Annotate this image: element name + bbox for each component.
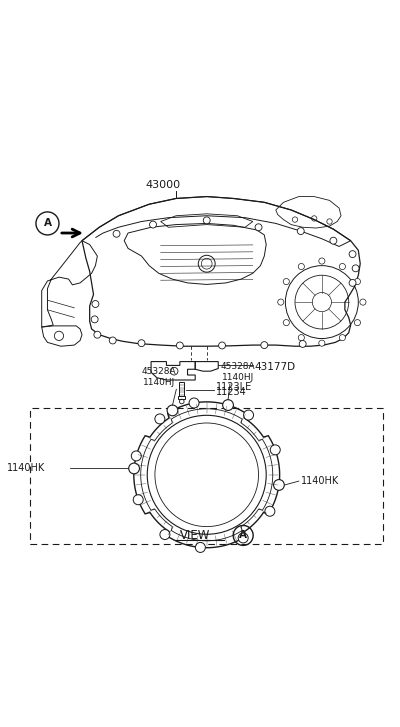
Circle shape (283, 278, 289, 285)
Circle shape (133, 495, 143, 505)
Circle shape (155, 414, 165, 424)
Text: 1123LE: 1123LE (216, 382, 252, 393)
Circle shape (138, 340, 145, 347)
Circle shape (354, 278, 360, 285)
Circle shape (219, 342, 226, 349)
Circle shape (352, 265, 359, 272)
Circle shape (223, 400, 234, 411)
Text: 11234: 11234 (216, 387, 247, 397)
Circle shape (176, 342, 183, 349)
Circle shape (274, 480, 284, 490)
Circle shape (92, 300, 99, 308)
Text: 43000: 43000 (145, 180, 180, 190)
Circle shape (283, 320, 289, 326)
Circle shape (354, 320, 360, 326)
Circle shape (319, 258, 325, 264)
Circle shape (238, 533, 248, 543)
Bar (178, 396, 185, 399)
Circle shape (297, 228, 304, 235)
Circle shape (94, 332, 101, 338)
Circle shape (349, 279, 356, 286)
Circle shape (330, 237, 337, 244)
Circle shape (91, 316, 98, 323)
Circle shape (261, 342, 268, 348)
Circle shape (339, 334, 346, 341)
Circle shape (109, 337, 116, 344)
Circle shape (131, 451, 141, 461)
Circle shape (298, 263, 304, 270)
Text: A: A (44, 218, 52, 228)
Circle shape (255, 224, 262, 230)
Circle shape (195, 542, 205, 553)
Bar (180, 382, 184, 396)
Text: VIEW: VIEW (180, 529, 210, 542)
Circle shape (319, 340, 325, 346)
Circle shape (298, 334, 304, 341)
Circle shape (113, 230, 120, 237)
Circle shape (349, 251, 356, 257)
Circle shape (129, 463, 140, 474)
Circle shape (265, 506, 275, 516)
Text: 1140HK: 1140HK (7, 463, 46, 473)
Circle shape (339, 263, 346, 270)
Text: A: A (239, 531, 247, 540)
Circle shape (167, 405, 178, 416)
Circle shape (270, 445, 280, 455)
Text: 45328A
1140HJ: 45328A 1140HJ (142, 367, 176, 387)
Bar (30, 408, 383, 544)
Circle shape (203, 217, 210, 224)
Text: 1140HK: 1140HK (301, 476, 339, 486)
Circle shape (278, 299, 284, 305)
Circle shape (160, 529, 170, 539)
Text: 43177D: 43177D (255, 361, 296, 371)
Circle shape (150, 221, 156, 228)
Circle shape (360, 299, 366, 305)
Circle shape (189, 398, 199, 408)
Circle shape (244, 410, 254, 420)
Text: 45328A
1140HJ: 45328A 1140HJ (220, 362, 255, 382)
Circle shape (299, 340, 306, 348)
